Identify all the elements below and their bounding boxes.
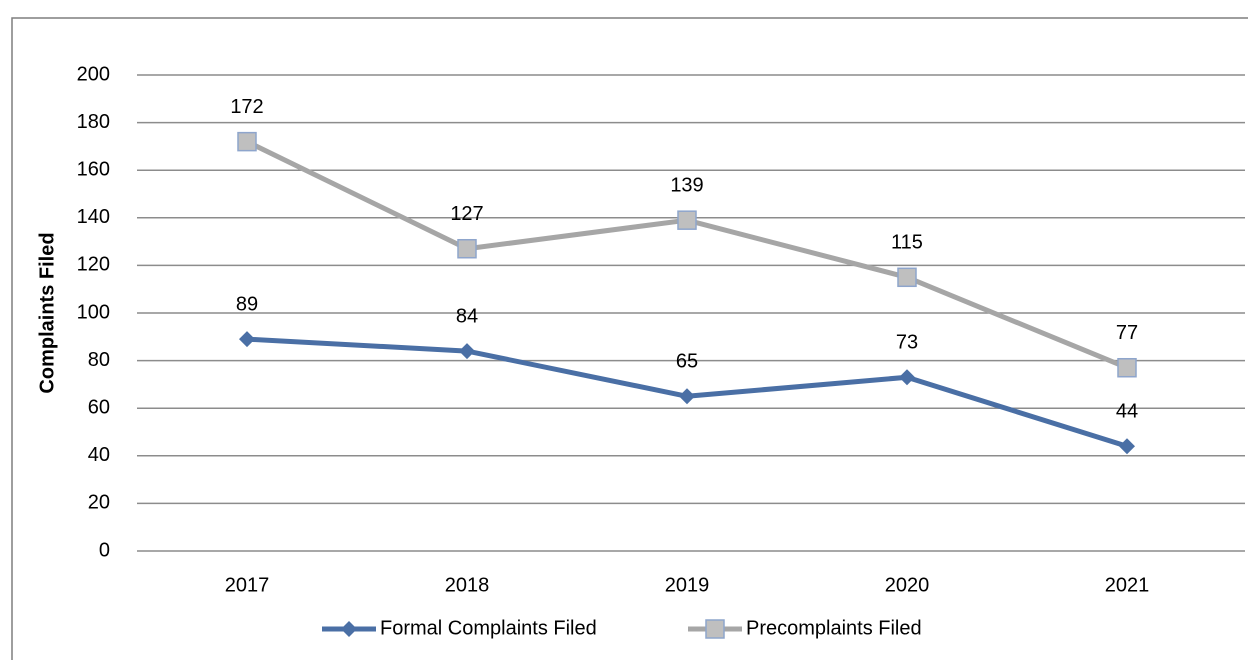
y-tick-label: 160 (77, 158, 110, 180)
data-label: 89 (236, 293, 258, 315)
marker (459, 343, 475, 360)
y-tick-label: 200 (77, 63, 110, 85)
x-tick-label: 2018 (445, 574, 490, 596)
data-label: 77 (1116, 322, 1138, 344)
y-tick-label: 20 (88, 492, 110, 514)
y-tick-label: 140 (77, 206, 110, 228)
marker (897, 267, 917, 288)
data-label: 127 (450, 203, 483, 225)
y-tick-label: 100 (77, 301, 110, 323)
y-tick-label: 180 (77, 111, 110, 133)
marker (679, 388, 695, 405)
marker (239, 331, 255, 348)
y-axis-label: Complaints Filed (36, 232, 58, 393)
data-label: 139 (670, 174, 703, 196)
marker (237, 131, 257, 152)
data-label: 44 (1116, 401, 1138, 423)
x-tick-label: 2020 (885, 574, 930, 596)
marker (457, 238, 477, 259)
y-tick-label: 40 (88, 444, 110, 466)
y-tick-label: 120 (77, 254, 110, 276)
data-label: 115 (891, 232, 923, 254)
marker (1119, 438, 1135, 455)
data-label: 84 (456, 305, 478, 327)
marker (1117, 357, 1137, 378)
y-tick-label: 0 (99, 539, 110, 561)
x-tick-label: 2019 (665, 574, 710, 596)
legend-label: Precomplaints Filed (746, 617, 922, 639)
y-tick-label: 60 (88, 396, 110, 418)
x-tick-label: 2017 (225, 574, 270, 596)
data-label: 73 (896, 332, 918, 354)
marker (899, 369, 915, 386)
data-label: 65 (676, 351, 698, 373)
y-tick-label: 80 (88, 349, 110, 371)
marker (677, 210, 697, 230)
marker (341, 621, 357, 637)
chart-frame (11, 17, 1248, 660)
data-label: 172 (230, 96, 263, 118)
x-tick-label: 2021 (1105, 574, 1150, 596)
marker (705, 619, 725, 639)
legend-label: Formal Complaints Filed (380, 617, 597, 639)
